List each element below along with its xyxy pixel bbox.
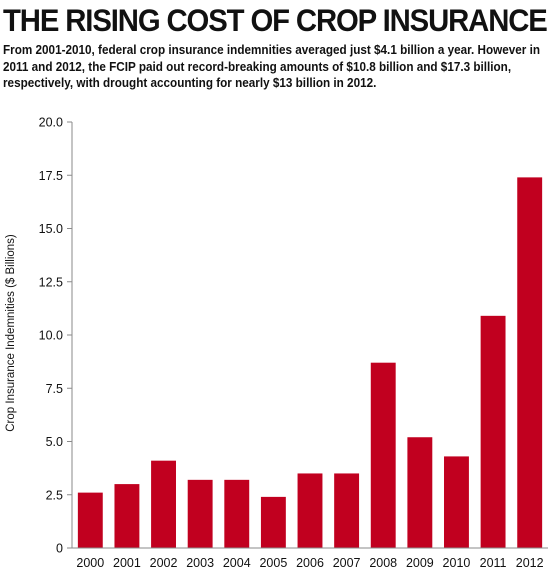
y-tick-label: 7.5 <box>46 382 63 396</box>
x-tick-label: 2012 <box>516 556 544 570</box>
bar-2006 <box>297 473 323 548</box>
x-tick-label: 2009 <box>406 556 434 570</box>
y-axis-label: Crop Insurance Indemnities ($ Billions) <box>5 234 17 432</box>
x-axis: 2000 2001 2002 2003 2004 2005 2006 2007 2008 2009… <box>72 547 548 570</box>
y-axis: 0 2.5 5.0 7.5 10.0 12.5 15.0 17.5 20.0 <box>39 116 73 556</box>
x-tick-label: 2008 <box>369 556 397 570</box>
bar-2011 <box>480 315 506 548</box>
x-tick-label: 2011 <box>480 556 507 570</box>
x-tick-label: 2007 <box>333 556 361 570</box>
bar-2007 <box>334 473 360 548</box>
y-tick-label: 5.0 <box>46 435 63 449</box>
bar-2005 <box>260 496 286 548</box>
x-tick-label: 2003 <box>186 556 214 570</box>
y-tick-label: 15.0 <box>39 222 63 236</box>
x-tick-label: 2006 <box>296 556 324 570</box>
x-tick-label: 2002 <box>150 556 178 570</box>
bar-2001 <box>114 484 140 548</box>
y-tick-label: 0 <box>56 542 63 556</box>
chart-subtitle: From 2001-2010, federal crop insurance i… <box>3 43 541 90</box>
y-tick-label: 12.5 <box>39 275 63 289</box>
y-tick-label: 10.0 <box>39 329 63 343</box>
bar-2009 <box>407 437 433 548</box>
bar-2010 <box>444 456 469 548</box>
y-tick-label: 20.0 <box>39 116 63 130</box>
chart-title: THE RISING COST OF CROP INSURANCE <box>3 2 548 38</box>
x-tick-label: 2000 <box>76 556 104 570</box>
bar-2008 <box>370 362 396 548</box>
bar-2000 <box>77 492 103 548</box>
x-tick-label: 2004 <box>223 556 251 570</box>
x-tick-label: 2005 <box>259 556 287 570</box>
y-tick-label: 2.5 <box>46 488 63 502</box>
bar-2012 <box>517 177 543 548</box>
bars <box>77 177 543 548</box>
y-tick-label: 17.5 <box>39 169 63 183</box>
x-tick-label: 2010 <box>443 556 471 570</box>
x-tick-label: 2001 <box>113 556 141 570</box>
bar-2003 <box>187 479 213 548</box>
bar-2002 <box>151 460 176 548</box>
bar-2004 <box>224 479 250 548</box>
